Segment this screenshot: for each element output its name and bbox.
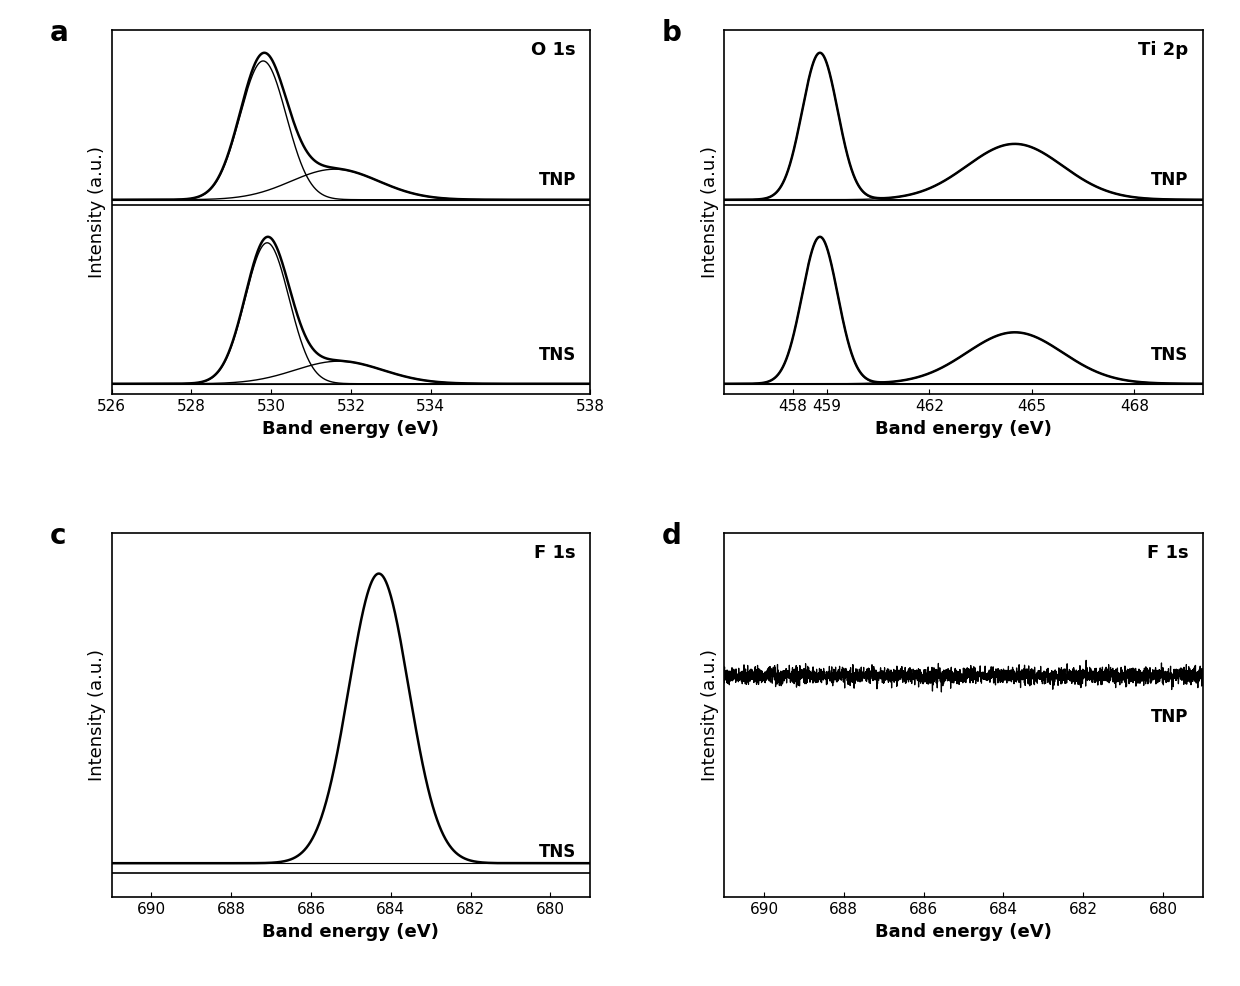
Text: c: c [50,522,66,550]
Text: TNP: TNP [538,171,575,188]
Text: TNS: TNS [1151,346,1188,364]
X-axis label: Band energy (eV): Band energy (eV) [875,923,1052,941]
Y-axis label: Intensity (a.u.): Intensity (a.u.) [701,649,719,781]
Text: TNS: TNS [538,843,575,861]
Text: TNS: TNS [538,346,575,364]
X-axis label: Band energy (eV): Band energy (eV) [263,420,439,438]
Text: F 1s: F 1s [1147,543,1188,562]
X-axis label: Band energy (eV): Band energy (eV) [875,420,1052,438]
X-axis label: Band energy (eV): Band energy (eV) [263,923,439,941]
Y-axis label: Intensity (a.u.): Intensity (a.u.) [701,146,719,278]
Text: d: d [662,522,682,550]
Text: F 1s: F 1s [534,543,575,562]
Y-axis label: Intensity (a.u.): Intensity (a.u.) [88,649,107,781]
Text: a: a [50,19,68,46]
Text: TNP: TNP [1151,708,1188,726]
Text: b: b [662,19,682,46]
Text: TNP: TNP [1151,171,1188,188]
Text: O 1s: O 1s [531,40,575,58]
Text: Ti 2p: Ti 2p [1138,40,1188,58]
Y-axis label: Intensity (a.u.): Intensity (a.u.) [88,146,107,278]
